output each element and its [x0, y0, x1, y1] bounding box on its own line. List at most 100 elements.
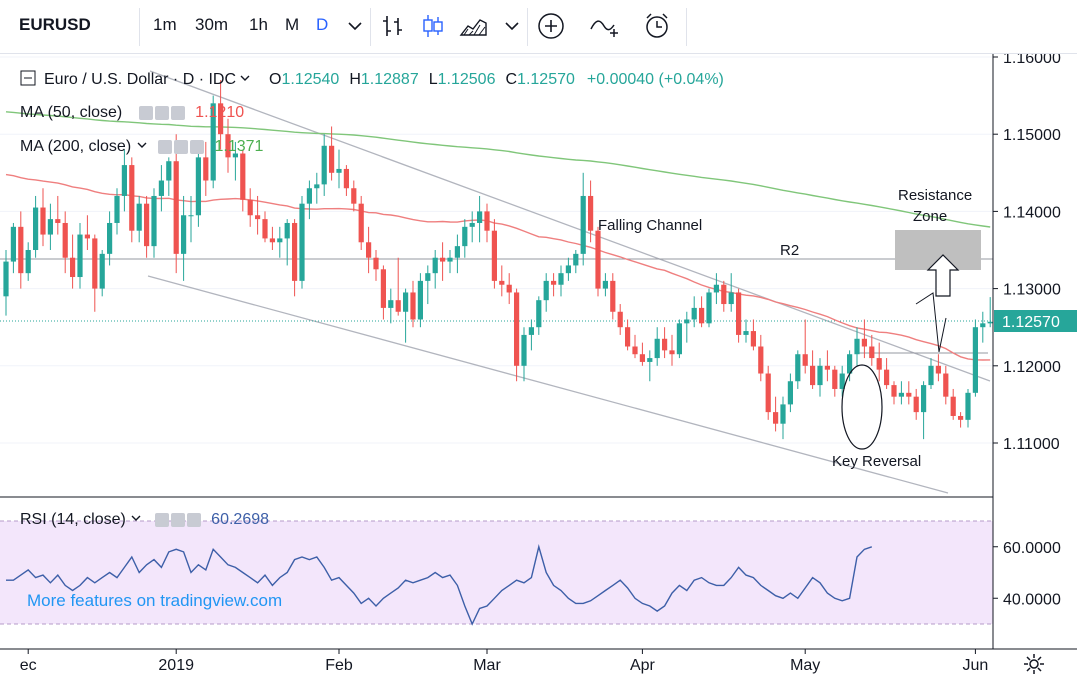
candle-body [958, 415, 964, 420]
ma200-line [5, 111, 991, 228]
ma50-legend: MA (50, close) 1.1210 [20, 104, 244, 122]
interval-1h-button[interactable]: 1h [249, 15, 268, 34]
gear-icon[interactable] [154, 105, 169, 120]
close-icon[interactable] [170, 105, 185, 120]
candle-body [77, 234, 83, 278]
candle-body [891, 385, 897, 397]
interval-30m-button[interactable]: 30m [195, 15, 229, 34]
candle-body [373, 257, 379, 270]
candle-body [195, 157, 201, 216]
interval-m-button[interactable]: M [285, 15, 300, 34]
price-axis[interactable]: 1.16000 1.15000 1.14000 1.13000 1.12000 1.110… [993, 50, 1061, 608]
candle-body [284, 222, 290, 239]
candles-icon[interactable] [418, 11, 448, 41]
candle-body [99, 253, 105, 289]
candle-body [854, 338, 860, 355]
candle-body [203, 157, 209, 181]
chevron-down-icon[interactable] [136, 139, 148, 151]
candle-body [765, 373, 771, 413]
main-legend: Euro / U.S. Dollar · D · IDC O1.12540 H1.1… [20, 70, 724, 89]
add-indicator-icon[interactable] [536, 11, 566, 41]
candle-body [506, 284, 512, 293]
gear-icon[interactable] [174, 139, 189, 154]
channel-upper-line [149, 70, 991, 382]
candle-body [699, 307, 705, 324]
candle-body [654, 338, 660, 359]
bar-chart-icon[interactable] [378, 11, 408, 41]
alert-icon[interactable] [642, 11, 672, 41]
legend-close: 1.12570 [517, 71, 575, 88]
candle-body [847, 354, 853, 374]
candle-body [10, 226, 16, 262]
candle-body [817, 365, 823, 386]
candle-body [758, 346, 764, 374]
price-tick-label: 1.11000 [1003, 436, 1060, 453]
chevron-down-icon[interactable] [340, 11, 370, 41]
candle-body [417, 280, 423, 320]
price-tick-label: 1.12000 [1003, 359, 1061, 376]
candle-body [521, 334, 527, 366]
rsi-tick-label: 40.0000 [1003, 591, 1061, 608]
candle-body [588, 195, 594, 231]
candle-body [269, 238, 275, 243]
candle-body [595, 230, 601, 289]
candle-body [580, 195, 586, 254]
eye-icon[interactable] [138, 105, 153, 120]
legend-open: 1.12540 [281, 71, 340, 88]
toolbar-separator [686, 8, 687, 46]
candle-body [980, 323, 986, 328]
candle-body [921, 385, 927, 413]
candle-body [188, 215, 194, 217]
candle-body [876, 358, 882, 370]
candle-body [743, 331, 749, 335]
rsi-label[interactable]: RSI (14, close) [20, 511, 126, 528]
candle-body [721, 284, 727, 305]
candle-body [181, 215, 187, 254]
candle-body [536, 300, 542, 328]
legend-open-label: O [269, 71, 282, 88]
ma200-legend: MA (200, close) 1.1371 [20, 138, 263, 156]
candle-body [262, 219, 268, 239]
candle-body [447, 257, 453, 262]
candle-body [884, 369, 890, 386]
interval-1m-button[interactable]: 1m [153, 15, 177, 34]
interval-d-button[interactable]: D [316, 15, 329, 34]
candle-body [25, 250, 31, 274]
eye-icon[interactable] [154, 512, 169, 527]
top-toolbar: EURUSD 1m 30m 1h M D [0, 0, 1077, 54]
price-tick-label: 1.16000 [1003, 50, 1061, 67]
candle-body [440, 257, 446, 262]
candle-body [55, 219, 61, 223]
legend-low: 1.12506 [437, 71, 496, 88]
legend-title[interactable]: Euro / U.S. Dollar · D · IDC [44, 71, 237, 88]
tradingview-watermark[interactable]: More features on tradingview.com [27, 591, 283, 610]
time-axis[interactable]: ec 2019 Feb Mar Apr May Jun [20, 649, 989, 674]
chevron-down-icon[interactable] [130, 512, 142, 524]
compare-icon[interactable] [588, 11, 618, 41]
collapse-legend-icon[interactable] [20, 70, 36, 86]
candle-body [810, 365, 816, 386]
chevron-down-icon[interactable] [239, 72, 251, 84]
candle-body [617, 311, 623, 328]
candle-body [987, 321, 993, 324]
chevron-down-icon[interactable] [497, 11, 527, 41]
candle-body [824, 365, 830, 370]
symbol-name[interactable]: EURUSD [19, 15, 91, 34]
eye-icon[interactable] [158, 139, 173, 154]
price-tick-label: 1.14000 [1003, 204, 1061, 221]
ma50-label[interactable]: MA (50, close) [20, 104, 123, 121]
candle-body [432, 257, 438, 274]
candle-body [329, 145, 335, 173]
gear-icon[interactable] [170, 512, 185, 527]
close-icon[interactable] [186, 512, 201, 527]
gear-icon[interactable] [1022, 652, 1046, 676]
ma50-line [5, 173, 991, 361]
candle-body [558, 273, 564, 285]
candle-body [299, 203, 305, 281]
ma200-label[interactable]: MA (200, close) [20, 138, 132, 155]
close-icon[interactable] [190, 139, 205, 154]
area-chart-icon[interactable] [458, 11, 488, 41]
last-price-tag: 1.12570 [994, 310, 1077, 332]
candle-body [491, 230, 497, 281]
